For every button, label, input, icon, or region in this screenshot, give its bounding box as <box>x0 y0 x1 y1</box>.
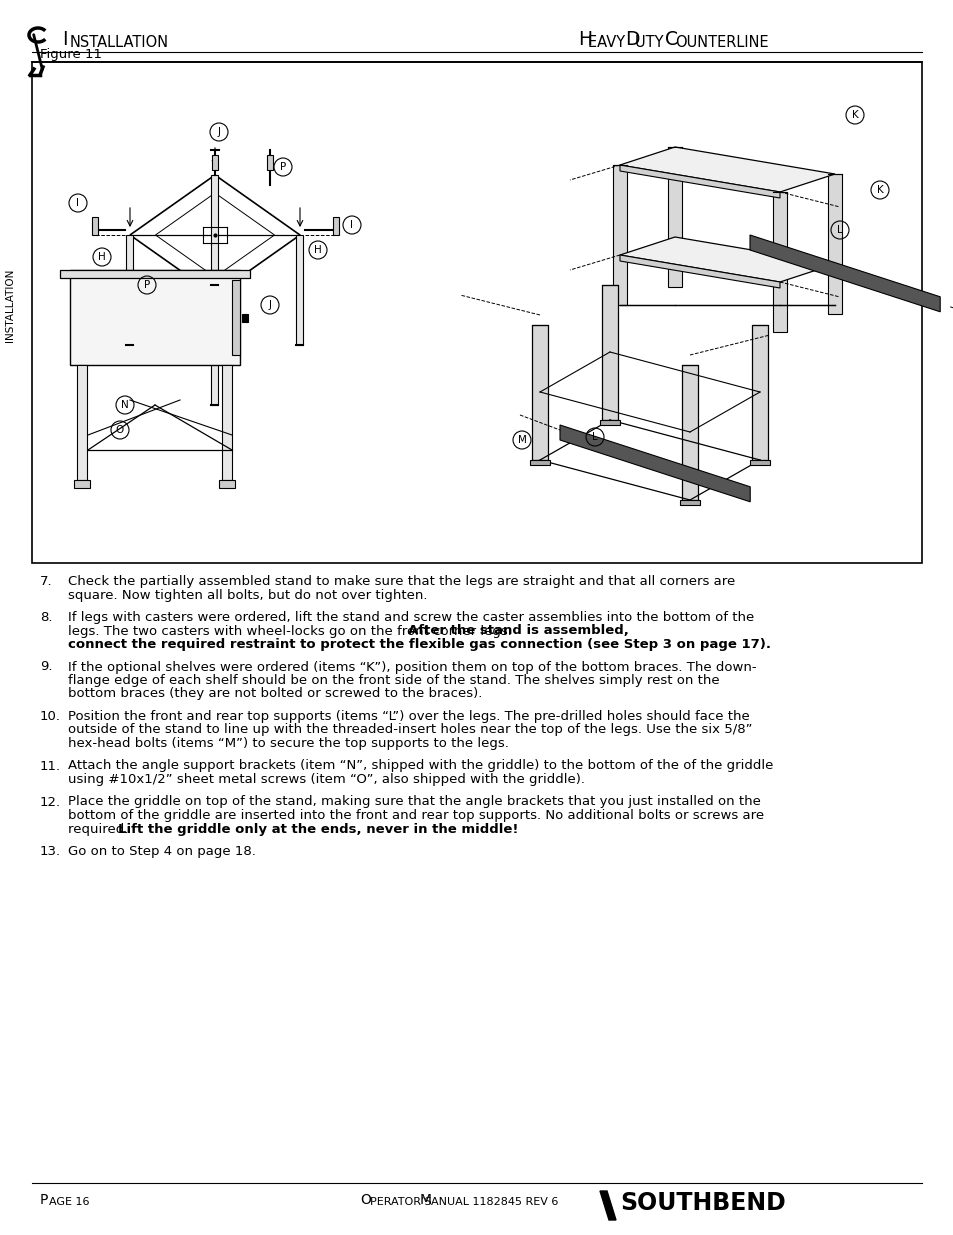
Text: I: I <box>350 220 354 230</box>
Text: AGE 16: AGE 16 <box>49 1197 90 1207</box>
Bar <box>222 366 232 480</box>
Bar <box>74 480 90 488</box>
Text: UTY: UTY <box>635 35 667 49</box>
Bar <box>212 156 218 170</box>
Text: 13.: 13. <box>40 845 61 858</box>
Text: OUNTERLINE: OUNTERLINE <box>675 35 768 49</box>
Text: P: P <box>279 162 286 172</box>
Polygon shape <box>619 147 834 191</box>
Text: D: D <box>624 30 639 49</box>
Text: 11.: 11. <box>40 760 61 773</box>
Text: O: O <box>359 1193 371 1207</box>
Bar <box>32 62 921 563</box>
Text: H: H <box>578 30 592 49</box>
Text: J: J <box>217 127 220 137</box>
Bar <box>667 147 681 287</box>
Text: L: L <box>836 225 842 235</box>
Polygon shape <box>599 1191 616 1220</box>
Text: flange edge of each shelf should be on the front side of the stand. The shelves : flange edge of each shelf should be on t… <box>68 674 719 687</box>
Bar <box>827 174 841 314</box>
Text: required.: required. <box>68 823 132 836</box>
Bar <box>599 420 619 425</box>
Text: square. Now tighten all bolts, but do not over tighten.: square. Now tighten all bolts, but do no… <box>68 589 427 601</box>
Text: M: M <box>517 435 526 445</box>
Text: O: O <box>115 425 124 435</box>
Bar <box>296 235 303 345</box>
Text: H: H <box>98 252 106 262</box>
Text: L: L <box>592 432 598 442</box>
Text: After the stand is assembled,: After the stand is assembled, <box>408 625 628 637</box>
Bar <box>219 480 234 488</box>
Text: PERATOR’S: PERATOR’S <box>370 1197 435 1207</box>
Text: 9.: 9. <box>40 661 52 673</box>
Text: Lift the griddle only at the ends, never in the middle!: Lift the griddle only at the ends, never… <box>118 823 518 836</box>
Polygon shape <box>749 235 940 311</box>
Text: Attach the angle support brackets (item “N”, shipped with the griddle) to the bo: Attach the angle support brackets (item … <box>68 760 773 773</box>
Text: 7.: 7. <box>40 576 52 588</box>
Text: I: I <box>62 30 68 49</box>
Bar <box>601 285 618 420</box>
Bar <box>333 217 338 235</box>
Text: hex-head bolts (items “M”) to secure the top supports to the legs.: hex-head bolts (items “M”) to secure the… <box>68 737 508 750</box>
Text: using #10x1/2” sheet metal screws (item “O”, also shipped with the griddle).: using #10x1/2” sheet metal screws (item … <box>68 773 584 785</box>
Text: If legs with casters were ordered, lift the stand and screw the caster assemblie: If legs with casters were ordered, lift … <box>68 611 754 624</box>
Text: P: P <box>40 1193 49 1207</box>
Text: If the optional shelves were ordered (items “K”), position them on top of the bo: If the optional shelves were ordered (it… <box>68 661 756 673</box>
Text: J: J <box>268 300 272 310</box>
Text: I: I <box>76 198 79 207</box>
Bar <box>127 235 133 345</box>
Text: 12.: 12. <box>40 795 61 809</box>
Text: 8.: 8. <box>40 611 52 624</box>
Text: 10.: 10. <box>40 710 61 722</box>
Polygon shape <box>619 165 780 198</box>
Text: outside of the stand to line up with the threaded-insert holes near the top of t: outside of the stand to line up with the… <box>68 724 752 736</box>
Bar <box>267 156 273 170</box>
Bar <box>70 270 240 366</box>
Text: SOUTHBEND: SOUTHBEND <box>619 1191 785 1215</box>
Text: bottom of the griddle are inserted into the front and rear top supports. No addi: bottom of the griddle are inserted into … <box>68 809 763 823</box>
Text: N: N <box>121 400 129 410</box>
Text: Position the front and rear top supports (items “L”) over the legs. The pre-dril: Position the front and rear top supports… <box>68 710 749 722</box>
Text: legs. The two casters with wheel-locks go on the front corner legs.: legs. The two casters with wheel-locks g… <box>68 625 516 637</box>
Text: K: K <box>851 110 858 120</box>
Bar <box>60 270 250 278</box>
Bar <box>613 165 626 305</box>
Text: Go on to Step 4 on page 18.: Go on to Step 4 on page 18. <box>68 845 255 858</box>
Text: connect the required restraint to protect the flexible gas connection (see Step : connect the required restraint to protec… <box>68 638 770 651</box>
Bar <box>681 366 698 500</box>
Bar <box>679 500 700 505</box>
Bar <box>530 459 550 466</box>
Text: ANUAL 1182845 REV 6: ANUAL 1182845 REV 6 <box>431 1197 558 1207</box>
Bar <box>77 366 87 480</box>
Bar <box>749 459 769 466</box>
Bar <box>242 314 248 322</box>
Text: H: H <box>314 245 321 254</box>
Text: bottom braces (they are not bolted or screwed to the braces).: bottom braces (they are not bolted or sc… <box>68 688 482 700</box>
Text: INSTALLATION: INSTALLATION <box>5 268 15 342</box>
Bar <box>232 280 240 354</box>
Text: M: M <box>419 1193 432 1207</box>
Polygon shape <box>559 425 749 501</box>
Bar <box>532 325 547 459</box>
Bar <box>772 191 786 332</box>
Bar <box>212 295 218 405</box>
Text: Place the griddle on top of the stand, making sure that the angle brackets that : Place the griddle on top of the stand, m… <box>68 795 760 809</box>
Text: Figure 11: Figure 11 <box>40 48 102 61</box>
Bar <box>91 217 98 235</box>
Text: P: P <box>144 280 150 290</box>
Text: K: K <box>876 185 882 195</box>
Polygon shape <box>619 254 780 288</box>
Text: C: C <box>664 30 678 49</box>
Text: EAVY: EAVY <box>587 35 629 49</box>
Bar <box>212 175 218 285</box>
Bar <box>751 325 767 459</box>
Text: NSTALLATION: NSTALLATION <box>70 35 169 49</box>
Polygon shape <box>619 237 834 282</box>
Text: Check the partially assembled stand to make sure that the legs are straight and : Check the partially assembled stand to m… <box>68 576 735 588</box>
